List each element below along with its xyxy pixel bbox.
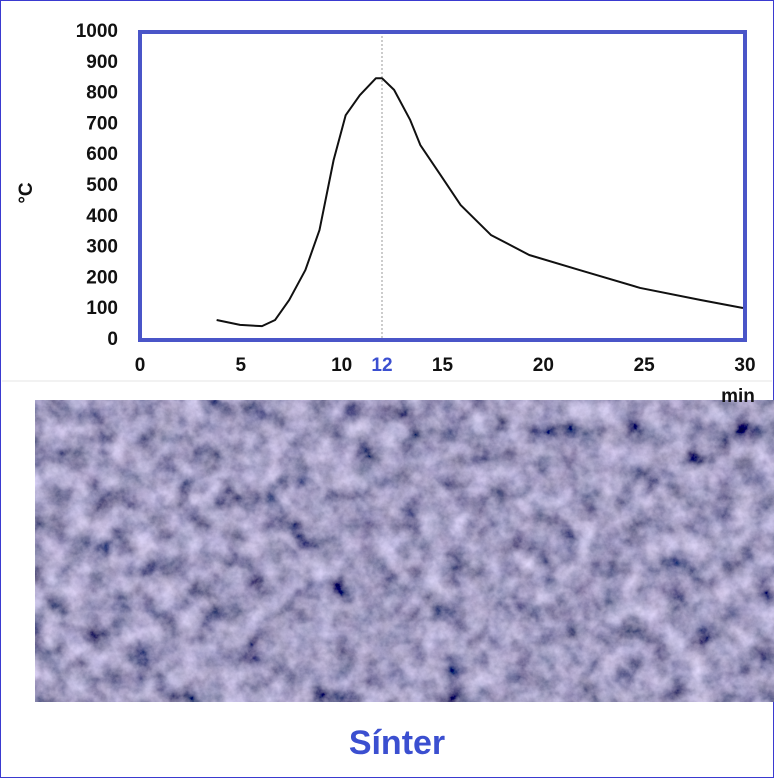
x-tick-label: 10: [331, 355, 352, 376]
x-tick-label: 25: [634, 355, 656, 376]
sinter-photo: [35, 400, 774, 702]
y-tick-label: 100: [86, 298, 118, 319]
x-tick-label: 15: [432, 355, 454, 376]
y-tick-label: 600: [86, 144, 118, 165]
y-tick-label: 300: [86, 237, 118, 258]
x-axis-label: min: [721, 386, 755, 407]
y-tick-label: 900: [86, 52, 118, 73]
y-tick-label: 1000: [76, 21, 118, 42]
y-tick-label: 800: [86, 83, 118, 104]
page: °C min Sínter 01002003004005006007008009…: [0, 0, 774, 778]
x-tick-label: 5: [236, 355, 247, 376]
y-tick-label: 700: [86, 113, 118, 134]
y-tick-label: 0: [107, 329, 118, 350]
y-tick-label: 200: [86, 267, 118, 288]
y-tick-label: 400: [86, 206, 118, 227]
y-axis-label: °C: [16, 182, 37, 204]
x-tick-label: 12: [371, 355, 392, 376]
x-tick-label: 30: [734, 355, 755, 376]
caption: Sínter: [349, 724, 445, 762]
x-tick-label: 0: [135, 355, 146, 376]
y-tick-label: 500: [86, 175, 118, 196]
x-tick-label: 20: [533, 355, 554, 376]
